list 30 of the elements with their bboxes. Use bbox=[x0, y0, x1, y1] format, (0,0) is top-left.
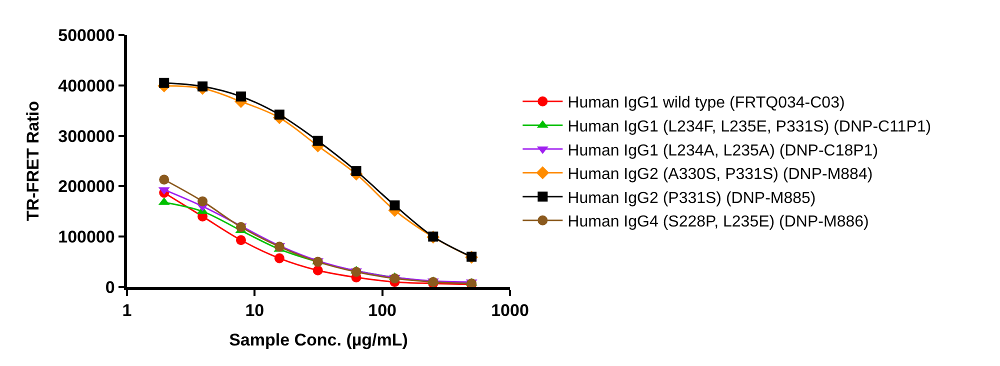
legend-label: Human IgG1 wild type (FRTQ034-C03) bbox=[568, 94, 845, 112]
legend-label: Human IgG2 (A330S, P331S) (DNP-M884) bbox=[568, 166, 873, 184]
x-tick-label: 1000 bbox=[491, 301, 529, 320]
legend-label: Human IgG1 (L234A, L235A) (DNP-C18P1) bbox=[568, 142, 878, 160]
y-axis-title: TR-FRET Ratio bbox=[24, 101, 43, 221]
point bbox=[312, 136, 323, 146]
point bbox=[159, 78, 170, 88]
point bbox=[390, 200, 400, 210]
y-tick-label: 100000 bbox=[58, 228, 115, 247]
point bbox=[198, 81, 208, 92]
point bbox=[274, 110, 284, 120]
point bbox=[198, 196, 208, 206]
legend-label: Human IgG4 (S228P, L235E) (DNP-M886) bbox=[568, 214, 869, 231]
point bbox=[159, 174, 170, 185]
x-tick-label: 100 bbox=[368, 301, 397, 320]
y-tick-label: 300000 bbox=[58, 126, 115, 146]
point bbox=[351, 166, 362, 176]
point bbox=[274, 253, 284, 264]
point bbox=[312, 265, 323, 276]
x-tick-label: 1 bbox=[122, 301, 132, 320]
y-tick-label: 500000 bbox=[58, 26, 115, 45]
legend-label: Human IgG2 (P331S) (DNP-M885) bbox=[568, 190, 816, 207]
x-tick-label: 10 bbox=[245, 301, 264, 320]
y-tick-label: 400000 bbox=[58, 76, 115, 96]
point bbox=[236, 91, 246, 102]
y-tick-label: 200000 bbox=[58, 177, 115, 196]
legend-label: Human IgG1 (L234F, L235E, P331S) (DNP-C11P1) bbox=[568, 118, 932, 136]
x-axis-title: Sample Conc. (µg/mL) bbox=[229, 330, 408, 350]
y-tick-label: 0 bbox=[105, 278, 115, 297]
point bbox=[236, 235, 246, 246]
